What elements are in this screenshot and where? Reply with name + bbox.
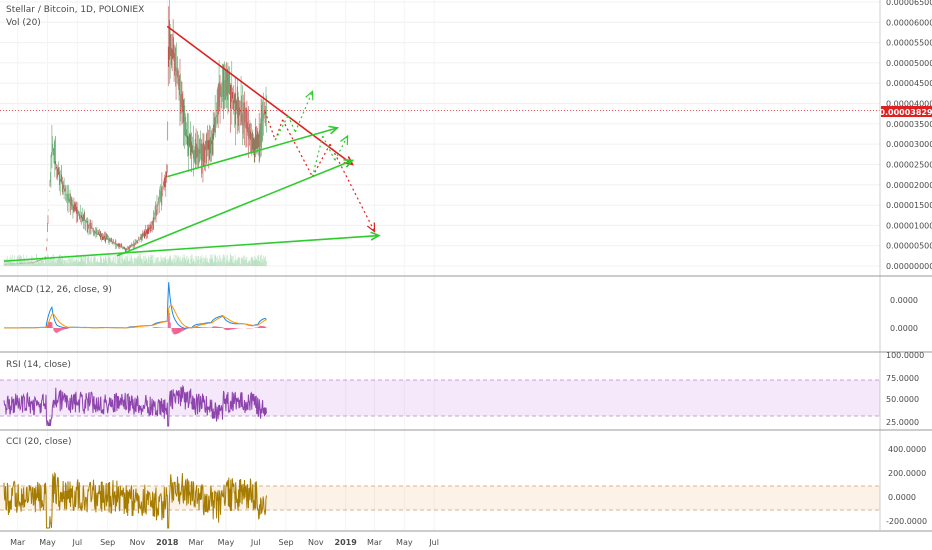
price-tick: 0.00001500 (886, 201, 932, 210)
cci-panel[interactable]: CCI (20, close) 400.0000 200.0000 0.0000… (0, 437, 927, 529)
price-tick: 0.00006500 (886, 0, 932, 7)
time-tick: Nov (130, 538, 146, 547)
price-axis: 0.00000000 0.00000500 0.00001000 0.00001500… (879, 0, 932, 530)
projection-line (282, 119, 313, 177)
chart-title: Stellar / Bitcoin, 1D, POLONIEX (6, 5, 144, 15)
projection-line (329, 143, 376, 232)
rsi-line (3, 384, 267, 427)
projection-line (294, 91, 313, 133)
time-tick: Mar (10, 538, 26, 547)
rsi-tick: 100.0000 (886, 351, 924, 360)
macd-panel[interactable]: MACD (12, 26, close, 9) 0.0000 0.0000 (4, 282, 918, 335)
rsi-label: RSI (14, close) (6, 360, 71, 370)
price-tick: 0.00004500 (886, 79, 932, 88)
cci-tick: 200.0000 (888, 469, 926, 478)
price-tick: 0.00005500 (886, 39, 932, 48)
cci-tick: 400.0000 (888, 445, 926, 454)
price-tick: 0.00005000 (886, 59, 932, 68)
price-tick: 0.00000500 (886, 242, 932, 251)
price-candles (3, 0, 267, 266)
last-price-badge (881, 106, 932, 117)
macd-label: MACD (12, 26, close, 9) (6, 285, 112, 295)
projection-line (264, 111, 276, 141)
macd-tick: 0.0000 (890, 324, 918, 333)
time-tick: Jul (428, 538, 439, 547)
time-tick: May (396, 538, 413, 547)
price-tick: 0.00003500 (886, 120, 932, 129)
time-tick: 2019 (335, 538, 358, 547)
cci-tick: -200.0000 (886, 517, 927, 526)
time-tick: 2018 (156, 538, 179, 547)
last-price-value: 0.00003829 (879, 108, 932, 117)
rsi-tick: 75.0000 (886, 374, 919, 383)
macd-plot (4, 282, 267, 335)
price-tick: 0.00003000 (886, 140, 932, 149)
price-tick: 0.00001000 (886, 221, 932, 230)
time-axis: Mar May Jul Sep Nov 2018 Mar May Jul Sep Nov 2019 Ma… (10, 538, 439, 547)
time-tick: Sep (278, 538, 293, 547)
projection-line-head (340, 134, 349, 146)
price-tick: 0.00002500 (886, 160, 932, 169)
time-tick: Jul (71, 538, 82, 547)
rsi-tick: 25.0000 (886, 418, 919, 427)
cci-line (3, 471, 267, 529)
time-tick: Jul (250, 538, 261, 547)
support-line (3, 234, 379, 262)
time-tick: Sep (100, 538, 115, 547)
projection-line (274, 119, 284, 141)
trend-lines (3, 25, 381, 262)
time-tick: May (39, 538, 56, 547)
time-tick: Nov (308, 538, 324, 547)
price-tick: 0.00006000 (886, 18, 932, 27)
support-line (167, 127, 338, 178)
price-tick: 0.00004000 (886, 100, 932, 109)
cci-label: CCI (20, close) (6, 437, 71, 447)
projection-line-head (305, 90, 314, 101)
price-panel[interactable]: Stellar / Bitcoin, 1D, POLONIEX Vol (20) (0, 0, 880, 531)
rsi-tick: 50.0000 (886, 395, 919, 404)
rsi-panel[interactable]: RSI (14, close) 100.0000 75.0000 50.0000… (0, 351, 924, 427)
support-line-head (328, 125, 340, 135)
projection-line-head (366, 222, 376, 233)
volume-label: Vol (20) (6, 18, 41, 28)
support-line-head (370, 231, 381, 241)
cci-tick: 0.0000 (888, 493, 916, 502)
time-tick: Mar (367, 538, 383, 547)
time-tick: Mar (189, 538, 205, 547)
projection-line (311, 135, 324, 177)
support-line-head (343, 159, 355, 168)
macd-tick: 0.0000 (890, 296, 918, 305)
price-tick: 0.00000000 (886, 262, 932, 271)
projection-line (311, 143, 331, 177)
macd-signal-line (4, 304, 267, 329)
time-tick: May (218, 538, 235, 547)
price-tick: 0.00002000 (886, 181, 932, 190)
